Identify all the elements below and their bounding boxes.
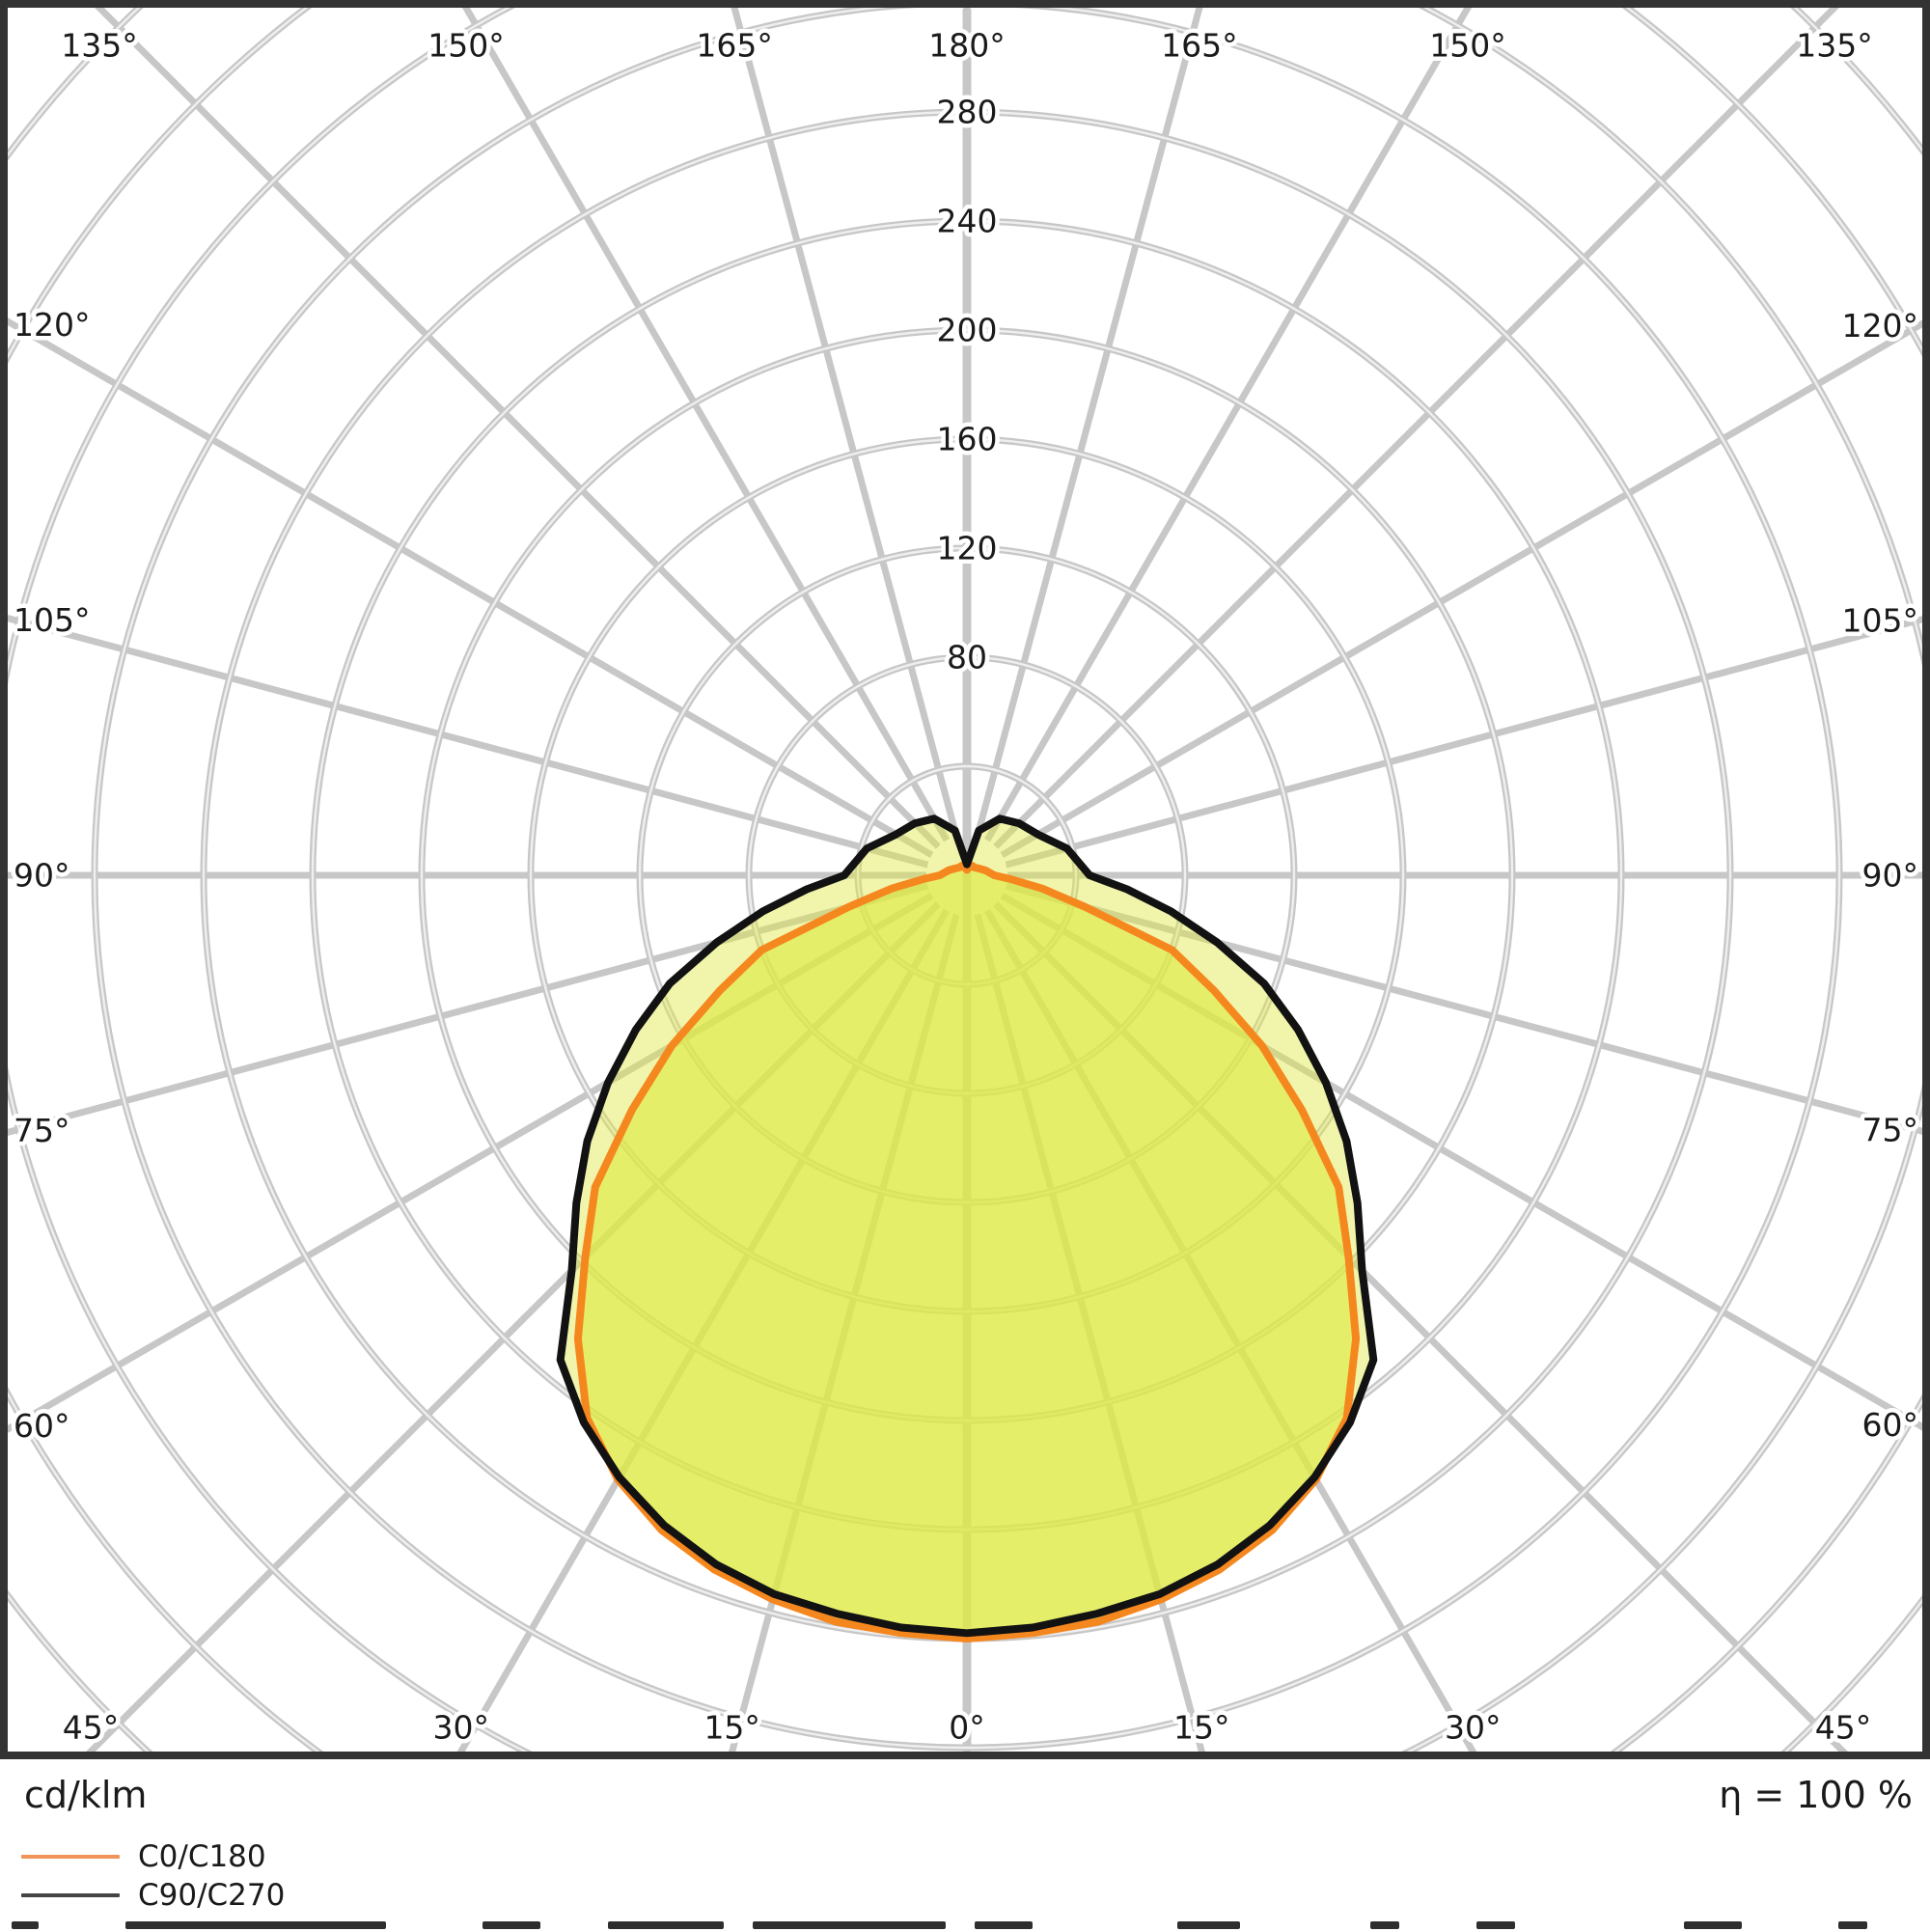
curve-fill-c0-c180 (577, 866, 1357, 1639)
angle-label-bottom: 15° (703, 1709, 760, 1747)
radial-tick-label: 280 (937, 94, 998, 131)
grid-spoke (461, 8, 951, 842)
grid-spoke (95, 8, 941, 849)
curve-c0-c180 (573, 862, 1361, 1642)
c90-c270-line-swatch (21, 1893, 120, 1897)
angle-label-left: 120° (14, 306, 91, 344)
angle-label-right: 120° (1842, 307, 1919, 345)
grid-spoke (8, 882, 929, 1136)
angle-label-bottom: 30° (1445, 1709, 1502, 1747)
legend: C0/C180 C90/C270 (0, 1834, 676, 1922)
angle-label-top: 150° (427, 27, 505, 65)
polar-chart: 80 120 160 200 240 280 135° 150° 165° 180° 165° 150… (0, 0, 1930, 1759)
angle-label-right: 90° (1862, 857, 1919, 895)
radial-tick-label: 120 (937, 530, 998, 567)
grid-spoke (974, 8, 1203, 838)
grid-spoke (8, 317, 934, 859)
radial-tick-label: 160 (937, 421, 998, 458)
efficiency-label: η = 100 % (1719, 1774, 1913, 1816)
angle-label-top: 165° (1161, 27, 1238, 65)
angle-label-right: 75° (1862, 1112, 1919, 1149)
radial-unit-label: cd/klm (24, 1774, 148, 1816)
grid-spoke (993, 8, 1839, 849)
cropped-glyph-fragment (482, 1921, 540, 1929)
curve-c90-c270 (556, 814, 1378, 1638)
angle-label-top: 165° (696, 27, 773, 65)
cropped-glyph-fragment (12, 1921, 39, 1929)
grid-spoke (983, 8, 1473, 842)
grid-spoke (1005, 616, 1922, 869)
angle-label-top: 150° (1429, 27, 1506, 65)
angle-label-bottom: 30° (433, 1709, 490, 1747)
plot-area (8, 8, 1922, 1752)
legend-label-c0-c180: C0/C180 (138, 1839, 266, 1874)
cropped-glyph-fragment (1684, 1921, 1742, 1929)
cropped-glyph-fragment (1838, 1921, 1867, 1929)
angle-label-bottom: 15° (1173, 1709, 1230, 1747)
angle-label-right: 105° (1842, 601, 1919, 639)
radial-tick-label: 240 (937, 203, 998, 240)
angle-label-bottom: 0° (949, 1709, 985, 1747)
radial-tick-label: 200 (937, 312, 998, 349)
cropped-glyph-fragment (975, 1921, 1033, 1929)
grid-spoke (731, 8, 960, 838)
grid-ring-core (94, 8, 1840, 1749)
grid-spoke (1005, 882, 1922, 1135)
angle-label-left: 90° (14, 857, 70, 895)
grid-spoke (1000, 319, 1922, 859)
cropped-glyph-fragment (753, 1921, 946, 1929)
cropped-glyph-fragment (608, 1921, 724, 1929)
angle-label-left: 60° (14, 1407, 70, 1445)
radial-tick-label: 80 (947, 639, 987, 676)
angle-label-bottom: 45° (1815, 1709, 1872, 1747)
cropped-glyph-fragment (1177, 1921, 1240, 1929)
cropped-next-row-fragments (0, 1921, 1930, 1930)
chart-footer: cd/klm η = 100 % (0, 1774, 1930, 1818)
legend-label-c90-c270: C90/C270 (138, 1878, 286, 1913)
angle-label-left: 75° (14, 1112, 70, 1149)
angle-label-left: 105° (14, 601, 91, 639)
cropped-glyph-fragment (1476, 1921, 1515, 1929)
grid-spoke (8, 615, 929, 869)
angle-label-top: 135° (1796, 27, 1873, 65)
c0-c180-line-swatch (21, 1855, 120, 1859)
angle-label-top: 135° (61, 27, 138, 65)
cropped-glyph-fragment (1370, 1921, 1399, 1929)
angle-label-bottom: 45° (63, 1709, 120, 1747)
cropped-glyph-fragment (125, 1921, 386, 1929)
angle-label-right: 60° (1862, 1406, 1919, 1444)
angle-label-top: 180° (928, 27, 1006, 65)
plot-frame (0, 0, 1930, 1759)
